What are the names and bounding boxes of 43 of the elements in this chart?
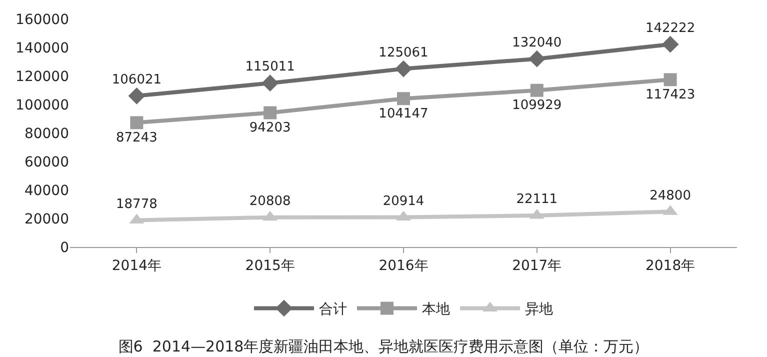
point	[130, 116, 144, 130]
data-label: 106021	[112, 72, 162, 88]
point	[528, 50, 546, 68]
data-label: 20914	[382, 194, 424, 209]
legend-label: 合计	[319, 302, 347, 318]
y-tick-label: 140000	[16, 40, 69, 56]
data-label: 87243	[116, 130, 158, 146]
data-label: 117423	[645, 88, 696, 103]
x-tick-label: 2015年	[245, 258, 295, 274]
y-tick-label: 120000	[16, 68, 69, 85]
data-label: 94203	[249, 120, 291, 136]
legend-label: 异地	[525, 302, 553, 318]
legend-label: 本地	[422, 302, 450, 318]
x-tick-label: 2016年	[378, 258, 428, 274]
data-label: 125061	[378, 45, 428, 60]
text: 图6 2014—2018年度新疆油田本地、异地就医医疗费用示意图（单位：万元）	[118, 338, 649, 356]
point	[395, 60, 412, 78]
x-tick-label: 2014年	[112, 258, 162, 274]
y-tick-label: 20000	[24, 211, 69, 228]
data-label: 109929	[512, 98, 562, 114]
point	[664, 73, 677, 86]
point	[128, 87, 146, 104]
data-label: 132040	[512, 35, 562, 50]
data-label: 20808	[249, 194, 291, 209]
y-tick-label: 100000	[16, 97, 69, 114]
point	[397, 92, 410, 106]
data-label: 104147	[378, 106, 428, 122]
point	[262, 74, 279, 92]
data-label: 24800	[650, 188, 691, 204]
x-tick-label: 2018年	[645, 258, 696, 274]
point	[264, 106, 277, 120]
data-label: 142222	[645, 20, 696, 36]
data-label: 22111	[516, 192, 558, 208]
y-tick-label: 160000	[16, 12, 69, 28]
data-label: 115011	[245, 60, 295, 75]
y-tick-label: 0	[60, 240, 69, 256]
y-tick-label: 80000	[24, 126, 69, 142]
point	[530, 84, 544, 97]
data-label: 18778	[116, 196, 158, 212]
x-tick-label: 2017年	[512, 258, 562, 274]
y-tick-label: 40000	[24, 182, 69, 199]
y-tick-label: 60000	[24, 154, 69, 170]
point	[662, 36, 679, 53]
